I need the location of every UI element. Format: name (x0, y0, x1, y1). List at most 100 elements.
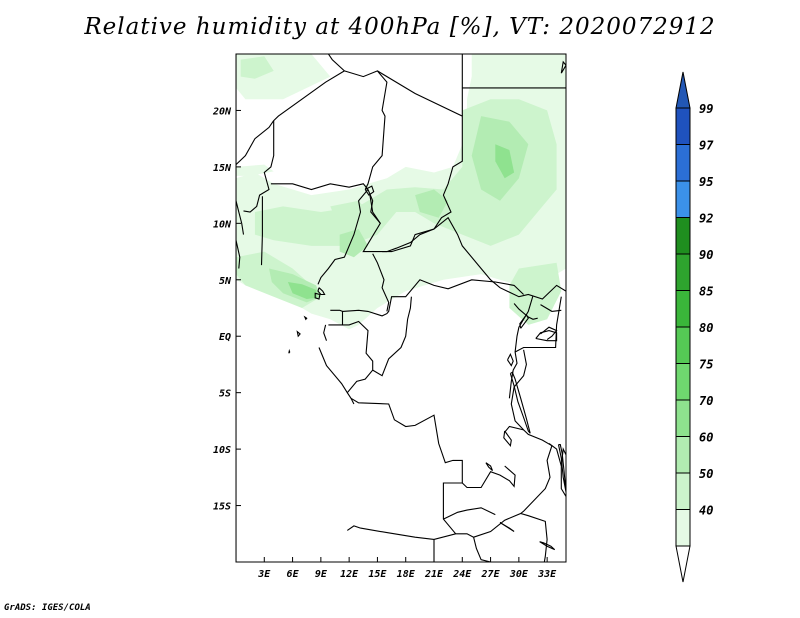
lake-outline (317, 287, 326, 296)
lat-tick-label: 20N (212, 106, 232, 117)
lake-outline (499, 522, 515, 532)
country-border (372, 296, 412, 377)
country-border (243, 120, 275, 213)
colorbar-label: 75 (699, 358, 713, 372)
lon-tick-label: 33E (537, 569, 557, 580)
country-border (273, 54, 346, 121)
country-border (461, 465, 516, 489)
country-border (377, 70, 463, 253)
colorbar-segment (675, 326, 691, 364)
lon-tick-label: 6E (287, 569, 300, 580)
island-outline (314, 292, 321, 300)
country-border (362, 189, 566, 300)
island-outline (288, 348, 291, 354)
lake-outline (519, 313, 529, 329)
lat-tick-label: 15N (213, 163, 232, 174)
country-border (270, 183, 369, 191)
humidity-region-50 (330, 200, 373, 229)
lon-tick-label: 24E (452, 569, 472, 580)
island-outline (296, 330, 301, 338)
country-border (317, 189, 369, 285)
lake-outline (485, 462, 494, 472)
country-border (344, 70, 388, 190)
colorbar: 99 97 95 92 90 85 80 75 70 60 50 40 (675, 71, 714, 583)
colorbar-label: 40 (699, 504, 713, 518)
lon-tick-label: 9E (315, 569, 328, 580)
colorbar-label: 85 (699, 285, 713, 299)
colorbar-label: 50 (699, 467, 713, 481)
colorbar-segment (675, 509, 691, 547)
country-border (346, 525, 361, 531)
humidity-region-50 (240, 56, 274, 79)
country-border (260, 196, 263, 266)
humidity-region-60 (415, 189, 449, 218)
colorbar-segment (675, 436, 691, 474)
lake-outline (507, 352, 514, 367)
colorbar-label: 70 (699, 394, 713, 408)
colorbar-segment (675, 253, 691, 291)
lon-tick-label: 12E (340, 569, 359, 580)
country-border (236, 240, 241, 269)
country-border (236, 200, 245, 235)
lake-outline (364, 185, 375, 196)
map-area (236, 54, 566, 562)
country-border (369, 195, 381, 224)
country-border (350, 397, 463, 535)
colorbar-segment (675, 107, 691, 145)
lon-tick-label: 27E (481, 569, 501, 580)
lat-tick-label: EQ (219, 332, 231, 343)
chart-title: Relative humidity at 400hPa [%], VT: 202… (84, 14, 716, 40)
lon-tick-label: 18E (397, 569, 416, 580)
lake-outline (557, 444, 566, 493)
country-border (504, 425, 524, 433)
colorbar-label: 80 (699, 321, 713, 335)
lake-outline (539, 541, 556, 551)
grads-credit: GrADS: IGES/COLA (4, 603, 91, 613)
colorbar-bottom-arrow (675, 545, 691, 583)
country-border (540, 326, 558, 341)
lon-tick-label: 15E (368, 569, 387, 580)
country-border (236, 120, 275, 165)
colorbar-label: 99 (699, 102, 713, 116)
lon-tick-label: 30E (509, 569, 529, 580)
humidity-region-70 (495, 144, 515, 179)
map-frame (235, 53, 567, 563)
island-outline (303, 315, 308, 321)
longitude-axis: 3E 6E 9E 12E 15E 18E 21E 24E 27E 30E 33E (257, 557, 557, 580)
country-border (514, 296, 562, 353)
colorbar-label: 97 (699, 139, 714, 153)
country-border (342, 279, 524, 317)
lake-outline (535, 330, 558, 342)
colorbar-label: 60 (699, 431, 713, 445)
colorbar-segment (675, 144, 691, 182)
country-border (346, 392, 355, 405)
lake-outline (509, 371, 531, 434)
country-border (473, 537, 491, 562)
colorbar-label: 90 (699, 248, 713, 262)
colorbar-label: 95 (699, 175, 713, 189)
colorbar-top-arrow (675, 71, 691, 109)
country-border (323, 324, 328, 341)
country-border (540, 304, 562, 312)
lon-tick-label: 3E (257, 569, 271, 580)
lat-tick-label: 5N (219, 276, 232, 287)
country-border (513, 303, 538, 320)
colorbar-segment (675, 472, 691, 510)
colorbar-segment (675, 363, 691, 401)
country-border (443, 507, 496, 520)
lake-outline (503, 430, 512, 447)
lat-tick-label: 10N (213, 219, 232, 230)
colorbar-segment (675, 399, 691, 437)
lat-tick-label: 15S (213, 502, 231, 513)
colorbar-segment (675, 217, 691, 255)
colorbar-label: 92 (699, 212, 713, 226)
country-border (372, 253, 390, 312)
humidity-region-70 (287, 282, 318, 299)
colorbar-segment (675, 290, 691, 328)
country-borders-layer (236, 54, 566, 562)
latitude-axis: 20N 15N 10N 5N EQ 5S 10S 15S (212, 106, 241, 513)
lat-tick-label: 10S (213, 445, 231, 456)
lat-tick-label: 5S (219, 389, 231, 400)
colorbar-segment (675, 180, 691, 218)
